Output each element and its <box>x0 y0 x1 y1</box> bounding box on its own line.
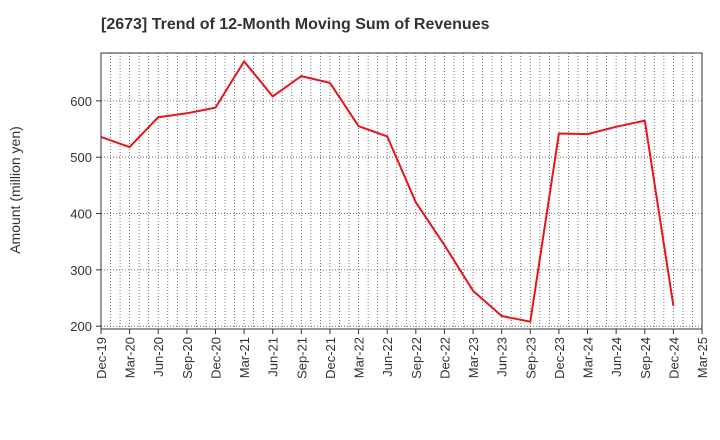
series <box>100 60 675 323</box>
y-tick-label: 600 <box>70 94 92 109</box>
series-line <box>100 60 675 323</box>
x-tick-label: Sep-20 <box>180 337 195 379</box>
x-tick-label: Jun-23 <box>495 337 510 377</box>
x-tick-label: Mar-22 <box>352 337 367 378</box>
y-tick-label: 300 <box>70 263 92 278</box>
x-tick-label: Jun-24 <box>609 337 624 377</box>
x-tick-label: Sep-22 <box>409 337 424 379</box>
x-ticks: Dec-19 Mar-20 Jun-20 Sep-20 Dec-20 Mar-21 Jun-… <box>94 329 710 379</box>
x-tick-label: Mar-21 <box>237 337 252 378</box>
y-tick-label: 500 <box>70 150 92 165</box>
x-tick-label: Jun-22 <box>380 337 395 377</box>
x-tick-label: Dec-20 <box>208 337 223 379</box>
x-tick-label: Mar-25 <box>695 337 710 378</box>
x-tick-label: Sep-21 <box>294 337 309 379</box>
y-tick-label: 400 <box>70 207 92 222</box>
x-tick-label: Sep-23 <box>523 337 538 379</box>
x-tick-label: Dec-23 <box>552 337 567 379</box>
chart-title: [2673] Trend of 12-Month Moving Sum of R… <box>101 16 490 33</box>
plot-frame <box>100 52 703 330</box>
x-tick-label: Mar-24 <box>581 337 596 378</box>
grid <box>101 53 702 329</box>
x-tick-label: Jun-21 <box>266 337 281 377</box>
y-tick-label: 200 <box>70 319 92 334</box>
x-tick-label: Dec-24 <box>666 337 681 379</box>
x-tick-label: Sep-24 <box>638 337 653 379</box>
x-tick-label: Mar-23 <box>466 337 481 378</box>
x-tick-label: Dec-21 <box>323 337 338 379</box>
x-tick-label: Mar-20 <box>123 337 138 378</box>
y-ticks: 200 300 400 500 600 <box>70 94 101 334</box>
x-tick-label: Jun-20 <box>151 337 166 377</box>
x-tick-label: Dec-22 <box>437 337 452 379</box>
x-tick-label: Dec-19 <box>94 337 109 379</box>
